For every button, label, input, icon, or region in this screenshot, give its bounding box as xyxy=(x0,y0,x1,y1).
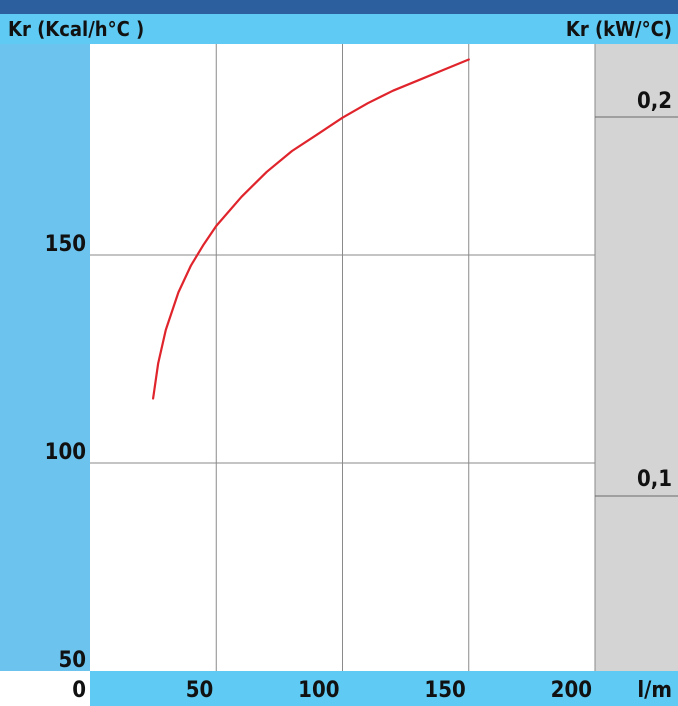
y-left-tick-label: 50 xyxy=(58,648,86,673)
right-axis-panel xyxy=(595,44,678,671)
origin-cell xyxy=(0,671,90,706)
x-tick-labels: 0 50 100 150 200 xyxy=(72,678,592,703)
series-layer xyxy=(152,58,470,400)
right-axis-tick-lines xyxy=(595,116,678,497)
y-left-axis-label: Kr (Kcal/h°C ) xyxy=(8,17,144,41)
x-tick-label: 100 xyxy=(298,678,339,703)
x-unit-label: l/m xyxy=(637,678,672,703)
grid xyxy=(90,44,596,671)
bottom-axis-band xyxy=(90,671,678,706)
y-right-tick-labels: 0,1 0,2 xyxy=(637,89,672,492)
x-tick-label: 50 xyxy=(186,678,214,703)
y-right-axis-label: Kr (kW/°C) xyxy=(566,17,672,41)
x-tick-label: 150 xyxy=(424,678,465,703)
y-left-tick-labels: 50 100 150 xyxy=(45,232,86,673)
x-tick-label: 200 xyxy=(551,678,592,703)
x-tick-label: 0 xyxy=(72,678,86,703)
left-axis-band xyxy=(0,44,90,671)
y-right-tick-label: 0,1 xyxy=(637,467,672,492)
y-left-tick-label: 150 xyxy=(45,232,86,257)
header-bar xyxy=(0,14,678,44)
y-right-tick-label: 0,2 xyxy=(637,89,672,114)
series-line xyxy=(152,58,470,400)
y-left-tick-label: 100 xyxy=(45,440,86,465)
